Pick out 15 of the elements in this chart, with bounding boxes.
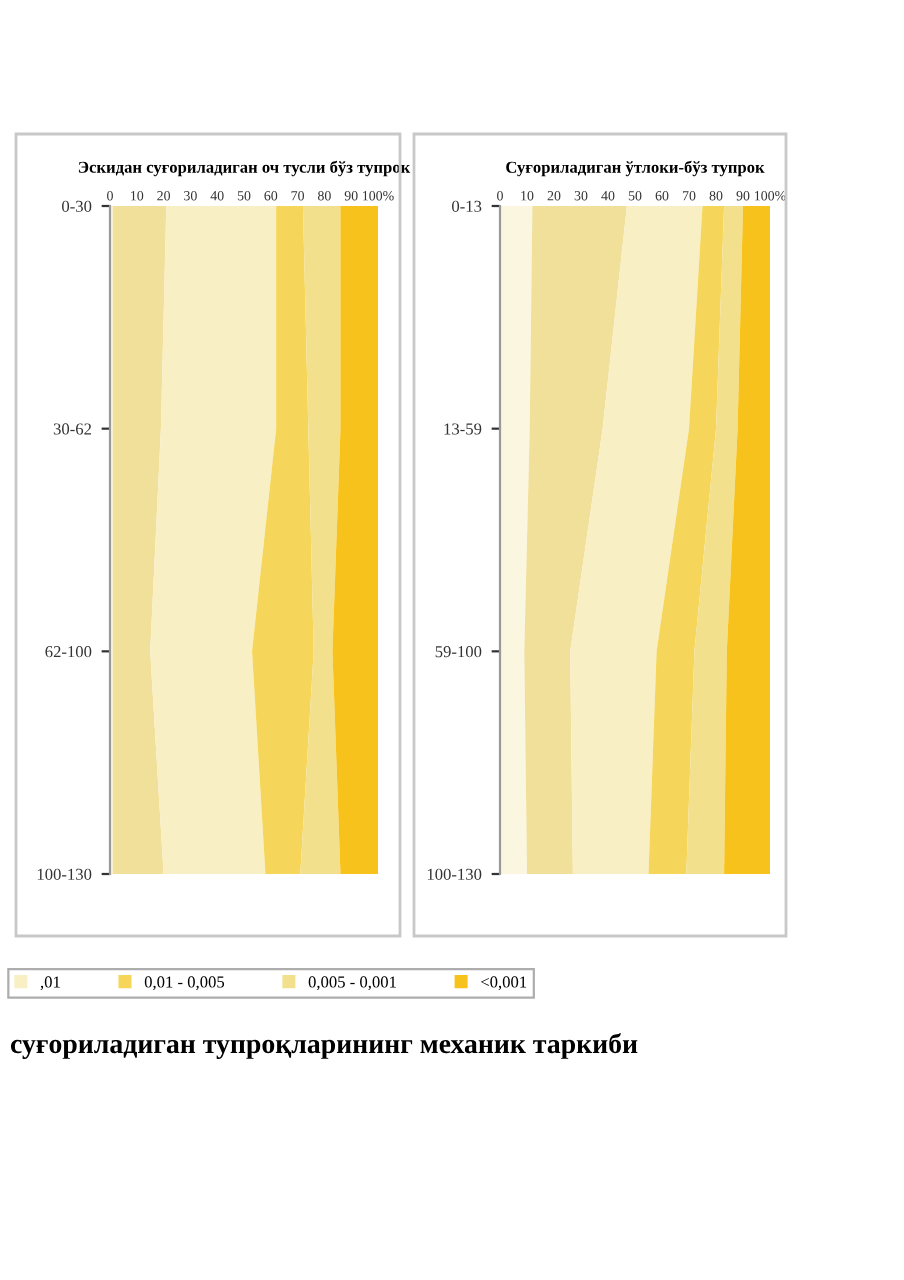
y-tick-label: 13-59 (444, 423, 482, 435)
legend-label: 0,005 - 0,001 (308, 976, 396, 991)
text: суғориладиган тупроқларининг механик таркиби (10, 1033, 638, 1059)
chart-title: Эскидан суғориладиган оч тусли бўз тупрок (78, 160, 411, 177)
y-tick-label: 100-130 (427, 868, 482, 880)
chart-title: Суғориладиган ўтлоки-бўз тупрок (506, 160, 765, 177)
y-tick-label: 100-130 (37, 868, 92, 880)
y-tick-label: 62-100 (45, 646, 92, 658)
y-tick-label: 30-62 (53, 423, 92, 435)
legend-label: 0,01 - 0,005 (144, 976, 225, 991)
y-tick-label: 0-30 (62, 200, 92, 212)
y-tick-label: 0-13 (452, 200, 482, 212)
legend-label: ,01 (40, 976, 60, 991)
y-tick-label: 59-100 (435, 646, 482, 658)
legend-label: <0,001 (481, 976, 527, 991)
